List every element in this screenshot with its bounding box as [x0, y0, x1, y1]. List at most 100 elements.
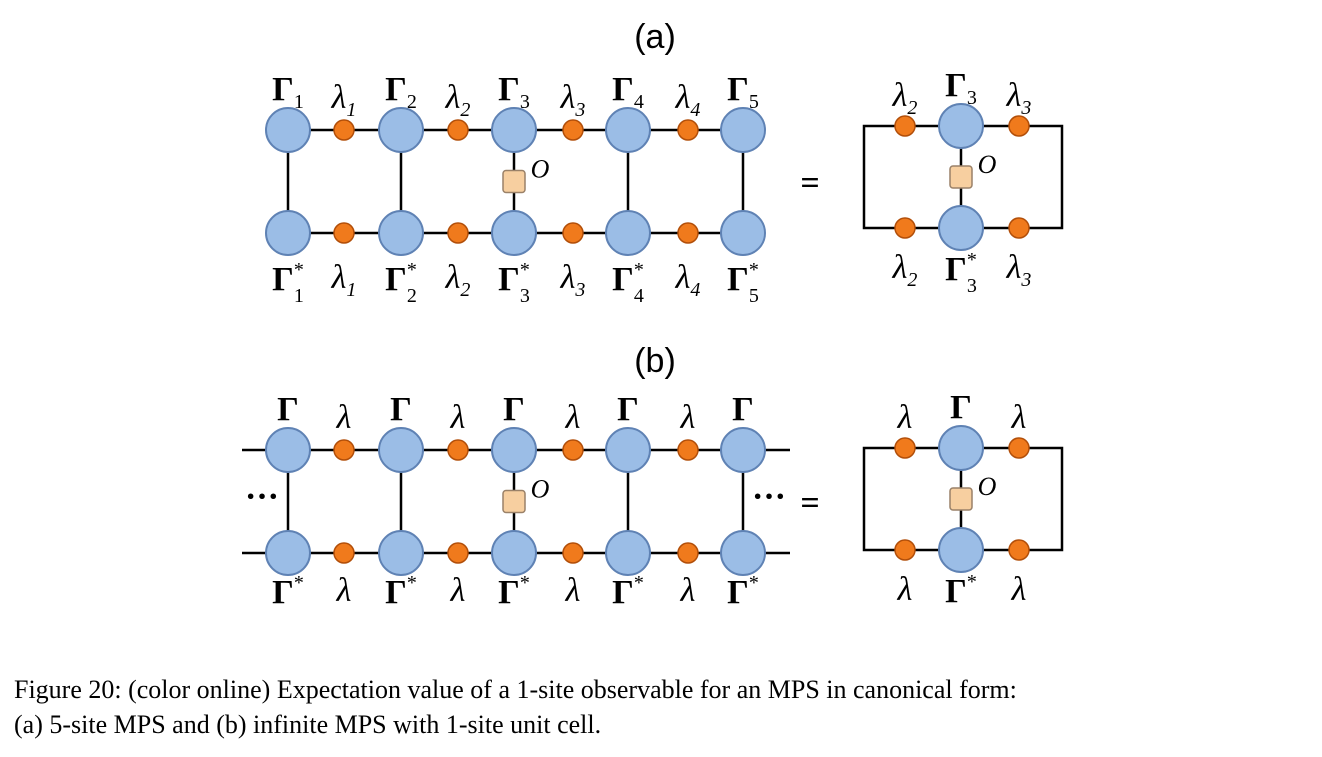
gamma-conj-tensor-bottom [720, 530, 766, 576]
gamma-conj-tensor-bottom [605, 530, 651, 576]
lambda-label-top: λ1 [331, 79, 357, 121]
lambda-node-top [562, 439, 584, 461]
gamma-tensor-top [378, 107, 424, 153]
reduced-lambda-top-left [894, 437, 916, 459]
gamma-conj-tensor-bottom [378, 210, 424, 256]
gamma-tensor-top [605, 107, 651, 153]
gamma-conj-tensor-bottom [265, 530, 311, 576]
lambda-node-bottom [333, 222, 355, 244]
gamma-tensor-top [605, 427, 651, 473]
equals-sign: = [800, 165, 819, 202]
lambda-label-bottom: λ2 [445, 259, 471, 301]
gamma-tensor-top [720, 427, 766, 473]
lambda-label-bottom: λ [450, 572, 466, 609]
operator-box [502, 489, 526, 514]
gamma-tensor-top [378, 427, 424, 473]
gamma-conj-tensor-bottom [720, 210, 766, 256]
lambda-node-top [677, 439, 699, 461]
reduced-operator-label: O [978, 150, 997, 179]
gamma-conj-tensor-bottom [605, 210, 651, 256]
reduced-gamma-conj-label: Γ* 3 [945, 249, 977, 297]
lambda-label-bottom: λ [680, 572, 696, 609]
lambda-label-bottom: λ1 [331, 259, 357, 301]
gamma-label-bottom: Γ* [498, 572, 530, 611]
reduced-lambda-label-top-left: λ2 [892, 77, 918, 119]
gamma-label-top: Γ4 [612, 71, 644, 113]
reduced-right-bracket [1019, 446, 1064, 552]
lambda-node-bottom [562, 542, 584, 564]
lambda-label-top: λ3 [560, 79, 586, 121]
lambda-node-top [562, 119, 584, 141]
gamma-tensor-top [491, 427, 537, 473]
reduced-right-bracket [1019, 124, 1064, 230]
reduced-gamma-conj-tensor [938, 527, 984, 573]
lambda-label-bottom: λ [565, 572, 581, 609]
lambda-label-top: λ [680, 399, 696, 436]
ellipsis-left: ··· [245, 479, 279, 516]
reduced-lambda-top-right [1008, 437, 1030, 459]
lambda-node-top [677, 119, 699, 141]
reduced-lambda-bottom-right [1008, 217, 1030, 239]
reduced-operator-box [949, 487, 973, 511]
figure-caption: Figure 20: (color online) Expectation va… [14, 672, 1314, 742]
lambda-node-bottom [562, 222, 584, 244]
reduced-lambda-top-left [894, 115, 916, 137]
gamma-tensor-top [720, 107, 766, 153]
ellipsis-right: ··· [752, 479, 786, 516]
lambda-node-top [333, 119, 355, 141]
equals-sign: = [800, 485, 819, 522]
gamma-conj-tensor-bottom [491, 530, 537, 576]
gamma-label-top: Γ2 [385, 71, 417, 113]
gamma-label-bottom: Γ* [385, 572, 417, 611]
reduced-gamma-label: Γ3 [945, 67, 977, 109]
gamma-label-top: Γ [617, 391, 639, 428]
reduced-gamma-tensor [938, 103, 984, 149]
reduced-lambda-bottom-left [894, 217, 916, 239]
reduced-lambda-bottom-right [1008, 539, 1030, 561]
reduced-operator-label: O [978, 472, 997, 501]
reduced-left-bracket [862, 124, 905, 230]
lambda-node-bottom [447, 222, 469, 244]
gamma-label-top: Γ [277, 391, 299, 428]
panel-label-a: (a) [634, 18, 676, 56]
reduced-lambda-label-bottom-left: λ2 [892, 249, 918, 291]
reduced-left-bracket [862, 446, 905, 552]
reduced-gamma-label: Γ [950, 389, 972, 426]
lambda-node-top [333, 439, 355, 461]
operator-box [502, 169, 526, 194]
gamma-label-bottom: Γ* 4 [612, 259, 644, 307]
reduced-lambda-bottom-left [894, 539, 916, 561]
reduced-lambda-label-top-left: λ [897, 399, 913, 436]
lambda-node-top [447, 119, 469, 141]
lambda-node-bottom [333, 542, 355, 564]
lambda-node-bottom [677, 222, 699, 244]
panel-label-b: (b) [634, 342, 676, 380]
gamma-conj-tensor-bottom [378, 530, 424, 576]
gamma-label-top: Γ5 [727, 71, 759, 113]
reduced-lambda-label-top-right: λ3 [1006, 77, 1032, 119]
reduced-gamma-conj-label: Γ* [945, 571, 977, 610]
operator-label: O [531, 475, 550, 504]
lambda-label-top: λ4 [675, 79, 701, 121]
gamma-label-top: Γ3 [498, 71, 530, 113]
gamma-label-top: Γ [732, 391, 754, 428]
lambda-label-top: λ2 [445, 79, 471, 121]
lambda-label-bottom: λ4 [675, 259, 701, 301]
gamma-label-bottom: Γ* [612, 572, 644, 611]
reduced-lambda-label-top-right: λ [1011, 399, 1027, 436]
lambda-node-top [447, 439, 469, 461]
gamma-label-bottom: Γ* [727, 572, 759, 611]
reduced-lambda-top-right [1008, 115, 1030, 137]
gamma-label-top: Γ1 [272, 71, 304, 113]
gamma-label-top: Γ [390, 391, 412, 428]
lambda-label-top: λ [450, 399, 466, 436]
gamma-conj-tensor-bottom [491, 210, 537, 256]
reduced-lambda-label-bottom-right: λ [1011, 571, 1027, 608]
reduced-gamma-tensor [938, 425, 984, 471]
gamma-label-top: Γ [503, 391, 525, 428]
gamma-tensor-top [491, 107, 537, 153]
mps-expectation-diagram: (a) O Γ1 Γ* 1 Γ2 Γ* 2 Γ3 Γ* 3 Γ4 Γ* 4 Γ5 Γ* 5 λ1 λ1 λ2 λ2 λ3 λ… [242, 18, 1064, 611]
lambda-label-top: λ [336, 399, 352, 436]
gamma-label-bottom: Γ* 3 [498, 259, 530, 307]
lambda-node-bottom [677, 542, 699, 564]
